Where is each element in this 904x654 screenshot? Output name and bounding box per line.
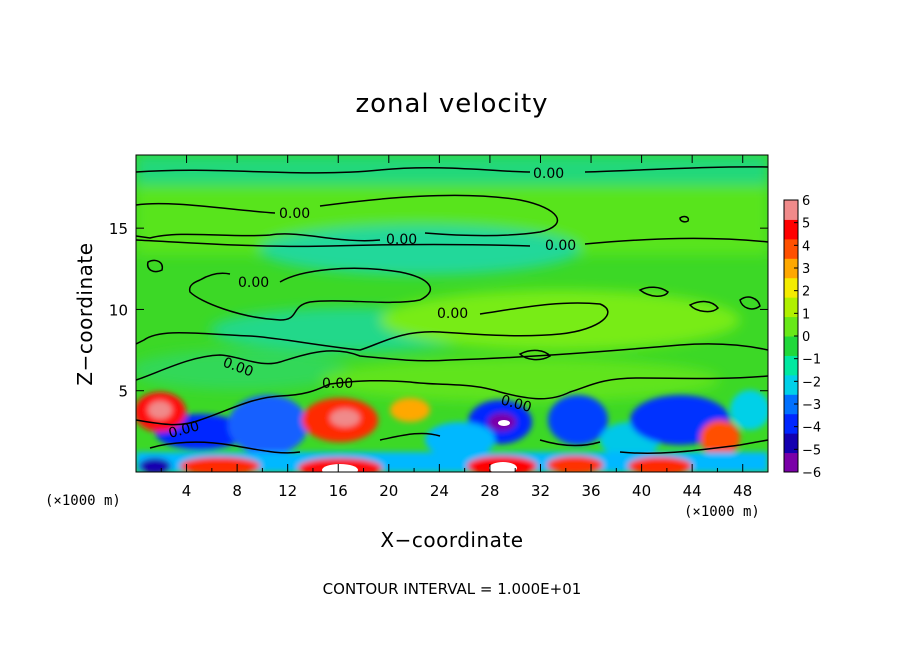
field-white-1 [322,464,358,472]
contour-line [518,349,552,361]
heatmap-field [136,155,768,472]
contour-label: 0.00 [545,238,576,254]
contour-line [136,237,768,248]
colorbar-swatch [784,452,798,473]
colorbar-tick-label: 1 [802,307,810,322]
colorbar-tick-label: −6 [802,466,821,481]
x-unit-left: (×1000 m) [45,493,121,509]
contour-line [638,286,669,297]
contour-line [136,166,768,174]
colorbar-tick-label: −1 [802,353,821,368]
y-tick-label: 15 [109,220,128,238]
colorbar-swatch [784,433,798,454]
contour-line [146,259,164,273]
x-tick-label: 8 [232,482,242,500]
field-bottom-red-5 [628,457,692,472]
x-tick-label: 16 [329,482,348,500]
colorbar-tick-label: 2 [802,285,810,300]
colorbar-swatch [784,374,798,395]
colorbar-tick-label: −5 [802,443,821,458]
field-bottom-band [136,452,768,472]
colorbar-tick-label: −3 [802,398,821,413]
contour-label: 0.00 [499,392,533,416]
field-band-top [136,155,768,185]
colorbar-swatch [784,355,798,376]
contour-label: 0.00 [167,418,201,442]
contour-line [679,215,690,223]
y-tick-label: 5 [118,383,128,401]
colorbar-swatch [784,258,798,279]
x-tick-label: 24 [430,482,449,500]
contour-line [149,432,768,455]
contour-line [136,302,609,351]
field-low-blue-2 [228,395,308,455]
colorbar-tick-label: 0 [802,330,810,345]
field-bottom-red-4 [547,456,603,472]
field-patch-lime [380,290,740,350]
x-axis: 4 8 12 16 20 24 28 32 36 40 44 48 [160,155,752,500]
colorbar-swatch [784,336,798,356]
x-tick-label: 40 [632,482,651,500]
contour-label: 0.00 [279,206,310,222]
field-white-2 [489,462,517,472]
chart-title: zonal velocity [355,89,548,119]
contour-lines [136,166,768,455]
contour-label: 0.00 [238,275,269,291]
x-tick-label: 32 [531,482,550,500]
contour-label: 0.00 [533,166,564,182]
y-axis-label: Z−coordinate [73,242,97,385]
x-tick-label: 20 [379,482,398,500]
contour-label: 0.00 [386,232,417,248]
colorbar-tick-label: −4 [802,421,821,436]
field-low-orange [390,398,430,422]
contour-interval-note: CONTOUR INTERVAL = 1.000E+01 [323,580,582,598]
field-patch-lower-lime [320,358,720,402]
field-bottom-purple [139,458,171,472]
x-tick-label: 12 [278,482,297,500]
colorbar-swatch [784,277,798,298]
colorbar-swatch [784,413,798,434]
x-tick-label: 48 [733,482,752,500]
plot-frame [135,154,769,473]
colorbar-swatch [784,297,798,318]
contour-line [136,343,768,381]
field-low-pink-1 [148,401,172,419]
contour-label: 0.00 [437,306,468,322]
field-low-blue-4 [548,395,608,445]
contour-line [739,296,761,310]
x-axis-label: X−coordinate [380,528,523,552]
field-white-3 [498,420,510,426]
field-low-cyan-3 [730,390,768,430]
y-axis: 5 10 15 [109,220,768,401]
colorbar-tick-label: 3 [802,262,810,277]
contour-line [688,300,719,313]
contour-label-group: 0.00 0.00 0.00 0.00 0.00 0.00 0.00 0.00 … [167,166,576,442]
colorbar-swatch [784,316,798,337]
contour-line [188,267,432,321]
x-tick-label: 36 [581,482,600,500]
colorbar-tick-label: 4 [802,239,810,254]
field-low-pink-2 [330,409,360,427]
colorbar-tick-label: 5 [802,217,810,232]
contour-line [136,375,768,426]
colorbar-swatch [784,200,798,220]
colorbar-swatch [784,238,798,259]
field-bottom-red-1 [180,457,260,472]
field-low-cyan-1 [425,422,495,458]
colorbar-swatch [784,219,798,240]
colorbar-tick-label: 6 [802,194,810,209]
colorbar-swatch [784,394,798,415]
colorbar: 6 5 4 3 2 1 0 −1 −2 −3 −4 −5 −6 [783,194,821,481]
x-tick-label: 44 [683,482,702,500]
contour-line [136,194,559,242]
x-tick-label: 4 [182,482,192,500]
colorbar-tick-label: −2 [802,375,821,390]
x-unit-right: (×1000 m) [684,504,760,520]
field-patch-upper-cyan [260,225,580,275]
y-tick-label: 10 [109,301,128,319]
field-low-orange-2 [700,420,740,456]
x-tick-label: 28 [480,482,499,500]
contour-label: 0.00 [322,376,353,392]
